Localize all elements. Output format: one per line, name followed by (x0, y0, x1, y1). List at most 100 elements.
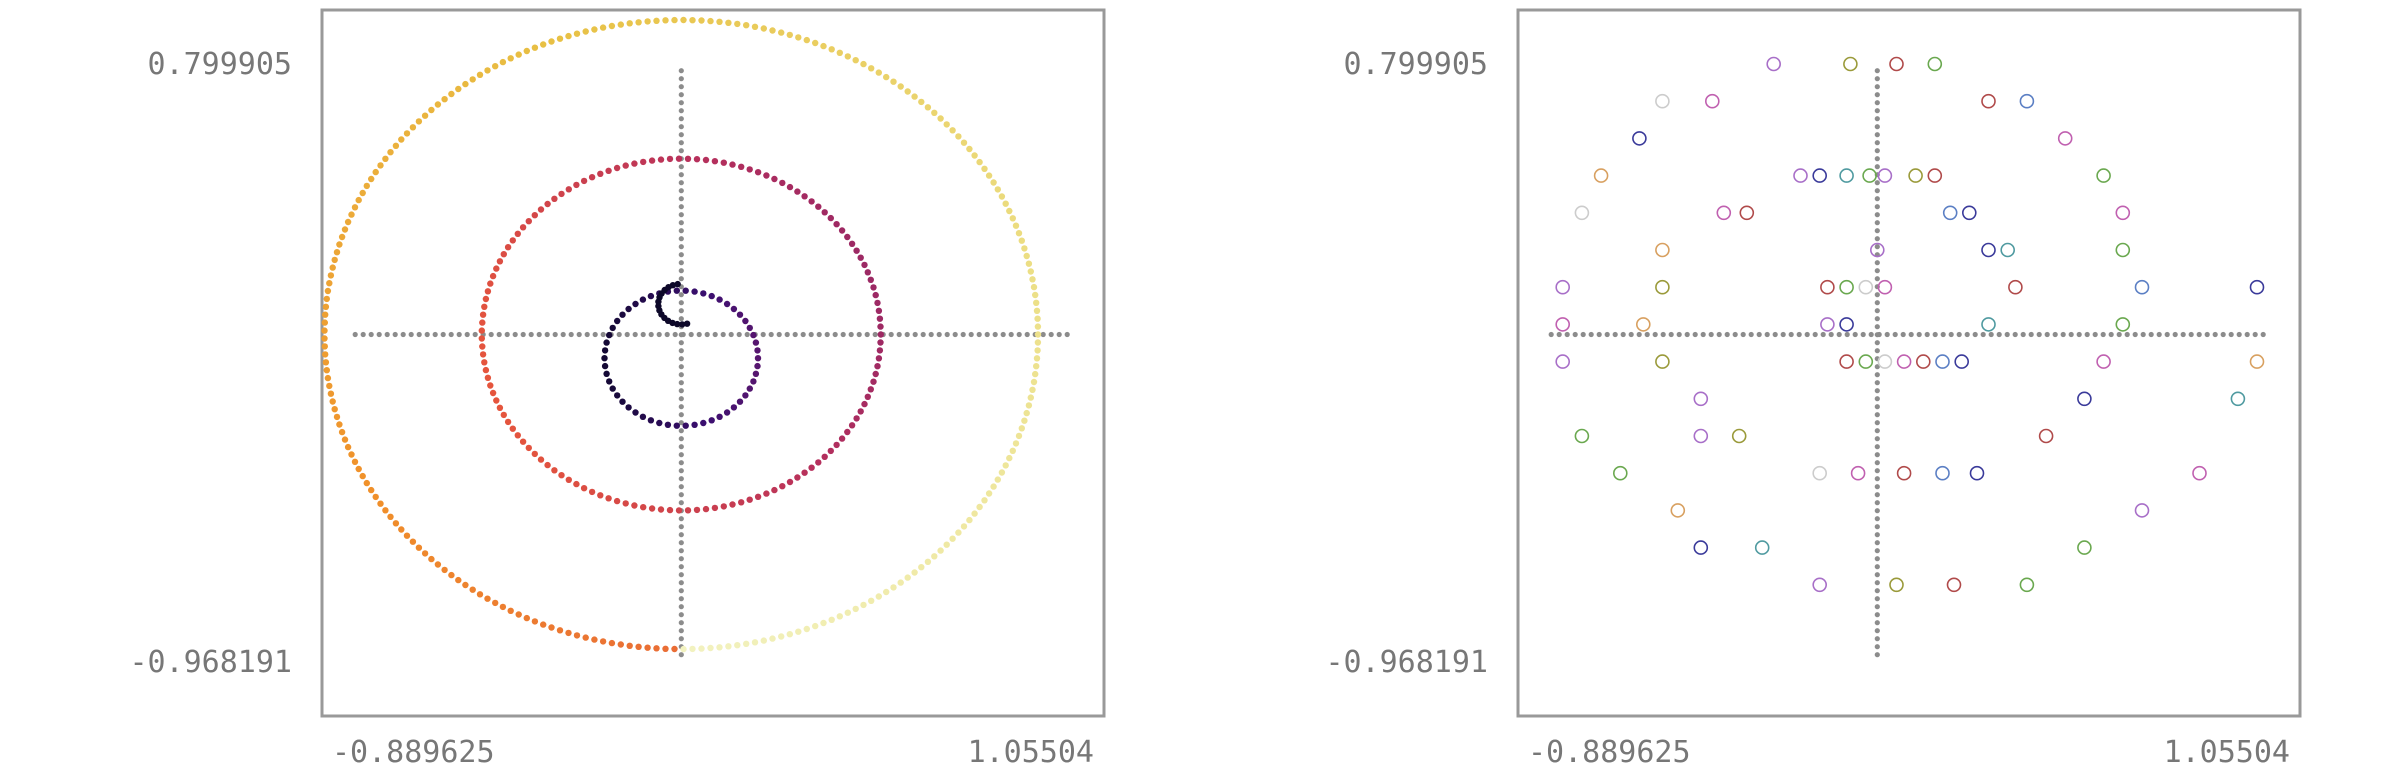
left-ring-0-point (743, 22, 750, 29)
right-crosshair-h-point (1908, 331, 1914, 338)
left-ring-2-point (754, 347, 761, 354)
right-crosshair-v-point (1874, 564, 1880, 570)
left-ring-1-point (874, 299, 881, 307)
left-ring-2-point (746, 324, 753, 332)
left-ring-2-point (730, 305, 738, 313)
right-marks (1548, 56, 2266, 658)
left-ring-1-point (484, 288, 492, 295)
left-scatter-panel: 0.799905 -0.968191 -0.889625 1.05504 (129, 8, 1106, 768)
left-ring-0-point (955, 133, 962, 140)
left-crosshair-v-point (678, 124, 684, 130)
right-crosshair-h-point (2252, 331, 2258, 338)
left-crosshair-v-point (678, 212, 684, 218)
left-ring-0-point (1018, 237, 1025, 244)
right-scatter-point (1916, 354, 1931, 369)
left-ring-0-point (421, 112, 429, 119)
left-ring-1-point (870, 378, 877, 385)
left-ring-2-point (619, 311, 626, 318)
left-crosshair-v-point (678, 260, 684, 266)
left-ring-0-point (795, 34, 802, 41)
left-crosshair-v-point (678, 84, 684, 90)
right-crosshair-h-point (1916, 331, 1922, 338)
left-ring-0-point (441, 566, 448, 574)
left-ring-0-point (998, 469, 1006, 476)
left-ring-0-point (382, 507, 389, 514)
left-ring-0-point (828, 46, 835, 53)
left-ring-2-point (606, 331, 613, 339)
right-y-tick-bottom: -0.968191 (1325, 645, 1488, 680)
left-crosshair-h-point (872, 331, 878, 338)
right-scatter-point (1693, 391, 1709, 407)
right-scatter-point (2230, 391, 2246, 407)
right-crosshair-v-point (1874, 540, 1880, 546)
right-scatter-point (1574, 428, 1590, 444)
left-crosshair-h-point (520, 331, 526, 338)
right-scatter-point (2115, 317, 2131, 332)
right-crosshair-h-point (1948, 331, 1954, 338)
left-ring-1-point (580, 177, 588, 185)
left-ring-2-point (603, 339, 610, 346)
left-ring-1-point (479, 319, 486, 326)
left-crosshair-h-point (448, 331, 454, 338)
left-ring-1-point (864, 269, 871, 276)
left-ring-0-point (324, 287, 332, 295)
right-scatter-point (1754, 540, 1770, 555)
right-crosshair-v-point (1874, 68, 1880, 74)
right-crosshair-v-point (1874, 652, 1880, 658)
left-ring-0-point (1034, 347, 1041, 354)
left-crosshair-v-point (678, 404, 684, 410)
right-crosshair-v-point (1874, 92, 1880, 98)
left-ring-1-point (640, 504, 647, 511)
right-crosshair-h-point (1628, 331, 1634, 338)
right-crosshair-h-point (1804, 331, 1810, 338)
left-ring-0-point (556, 35, 564, 42)
right-crosshair-v-point (1874, 116, 1880, 122)
left-ring-1-point (666, 506, 674, 514)
right-crosshair-h-point (2164, 331, 2170, 338)
left-ring-1-point (504, 244, 512, 251)
left-ring-2-point (742, 392, 749, 399)
right-crosshair-h-point (2076, 331, 2082, 338)
left-ring-1-point (573, 480, 580, 488)
left-ring-0-point (415, 544, 423, 551)
left-ring-0-point (462, 80, 469, 88)
left-crosshair-v-point (678, 292, 684, 298)
left-ring-0-point (327, 272, 335, 279)
left-crosshair-v-point (678, 460, 684, 466)
right-scatter-point (1574, 205, 1590, 221)
left-ring-0-point (469, 76, 476, 83)
left-crosshair-h-point (736, 331, 742, 338)
left-ring-0-point (860, 601, 867, 609)
left-crosshair-h-point (400, 331, 406, 338)
left-ring-0-point (626, 20, 633, 27)
left-crosshair-v-point (678, 92, 684, 98)
left-ring-1-point (853, 247, 860, 254)
left-marks (321, 16, 1070, 658)
right-crosshair-h-point (1708, 331, 1714, 338)
left-ring-2-point (647, 292, 655, 300)
right-crosshair-v-point (1874, 476, 1880, 482)
left-ring-0-point (860, 60, 867, 68)
left-ring-1-point (821, 453, 828, 460)
right-crosshair-h-point (1724, 331, 1730, 338)
left-ring-2-point (730, 404, 738, 411)
left-ring-1-point (754, 493, 762, 500)
left-ring-1-point (808, 198, 815, 205)
left-crosshair-v-point (678, 572, 684, 578)
left-crosshair-h-point (912, 331, 918, 338)
left-ring-2-point (723, 300, 731, 308)
left-ring-2-point (716, 413, 723, 420)
right-crosshair-h-point (2236, 331, 2242, 338)
right-scatter-point (1862, 168, 1877, 183)
left-ring-0-point (1027, 394, 1035, 401)
left-ring-0-point (769, 635, 776, 642)
right-crosshair-h-point (2116, 331, 2122, 338)
right-crosshair-v-point (1874, 460, 1880, 466)
right-scatter-point (1981, 242, 1996, 258)
left-ring-0-point (698, 17, 705, 24)
left-ring-0-point (455, 576, 462, 584)
right-scatter-point (1877, 279, 1893, 295)
left-ring-2-point (614, 317, 621, 325)
right-scatter-point (1636, 317, 1651, 332)
right-scatter-point (1896, 354, 1912, 369)
